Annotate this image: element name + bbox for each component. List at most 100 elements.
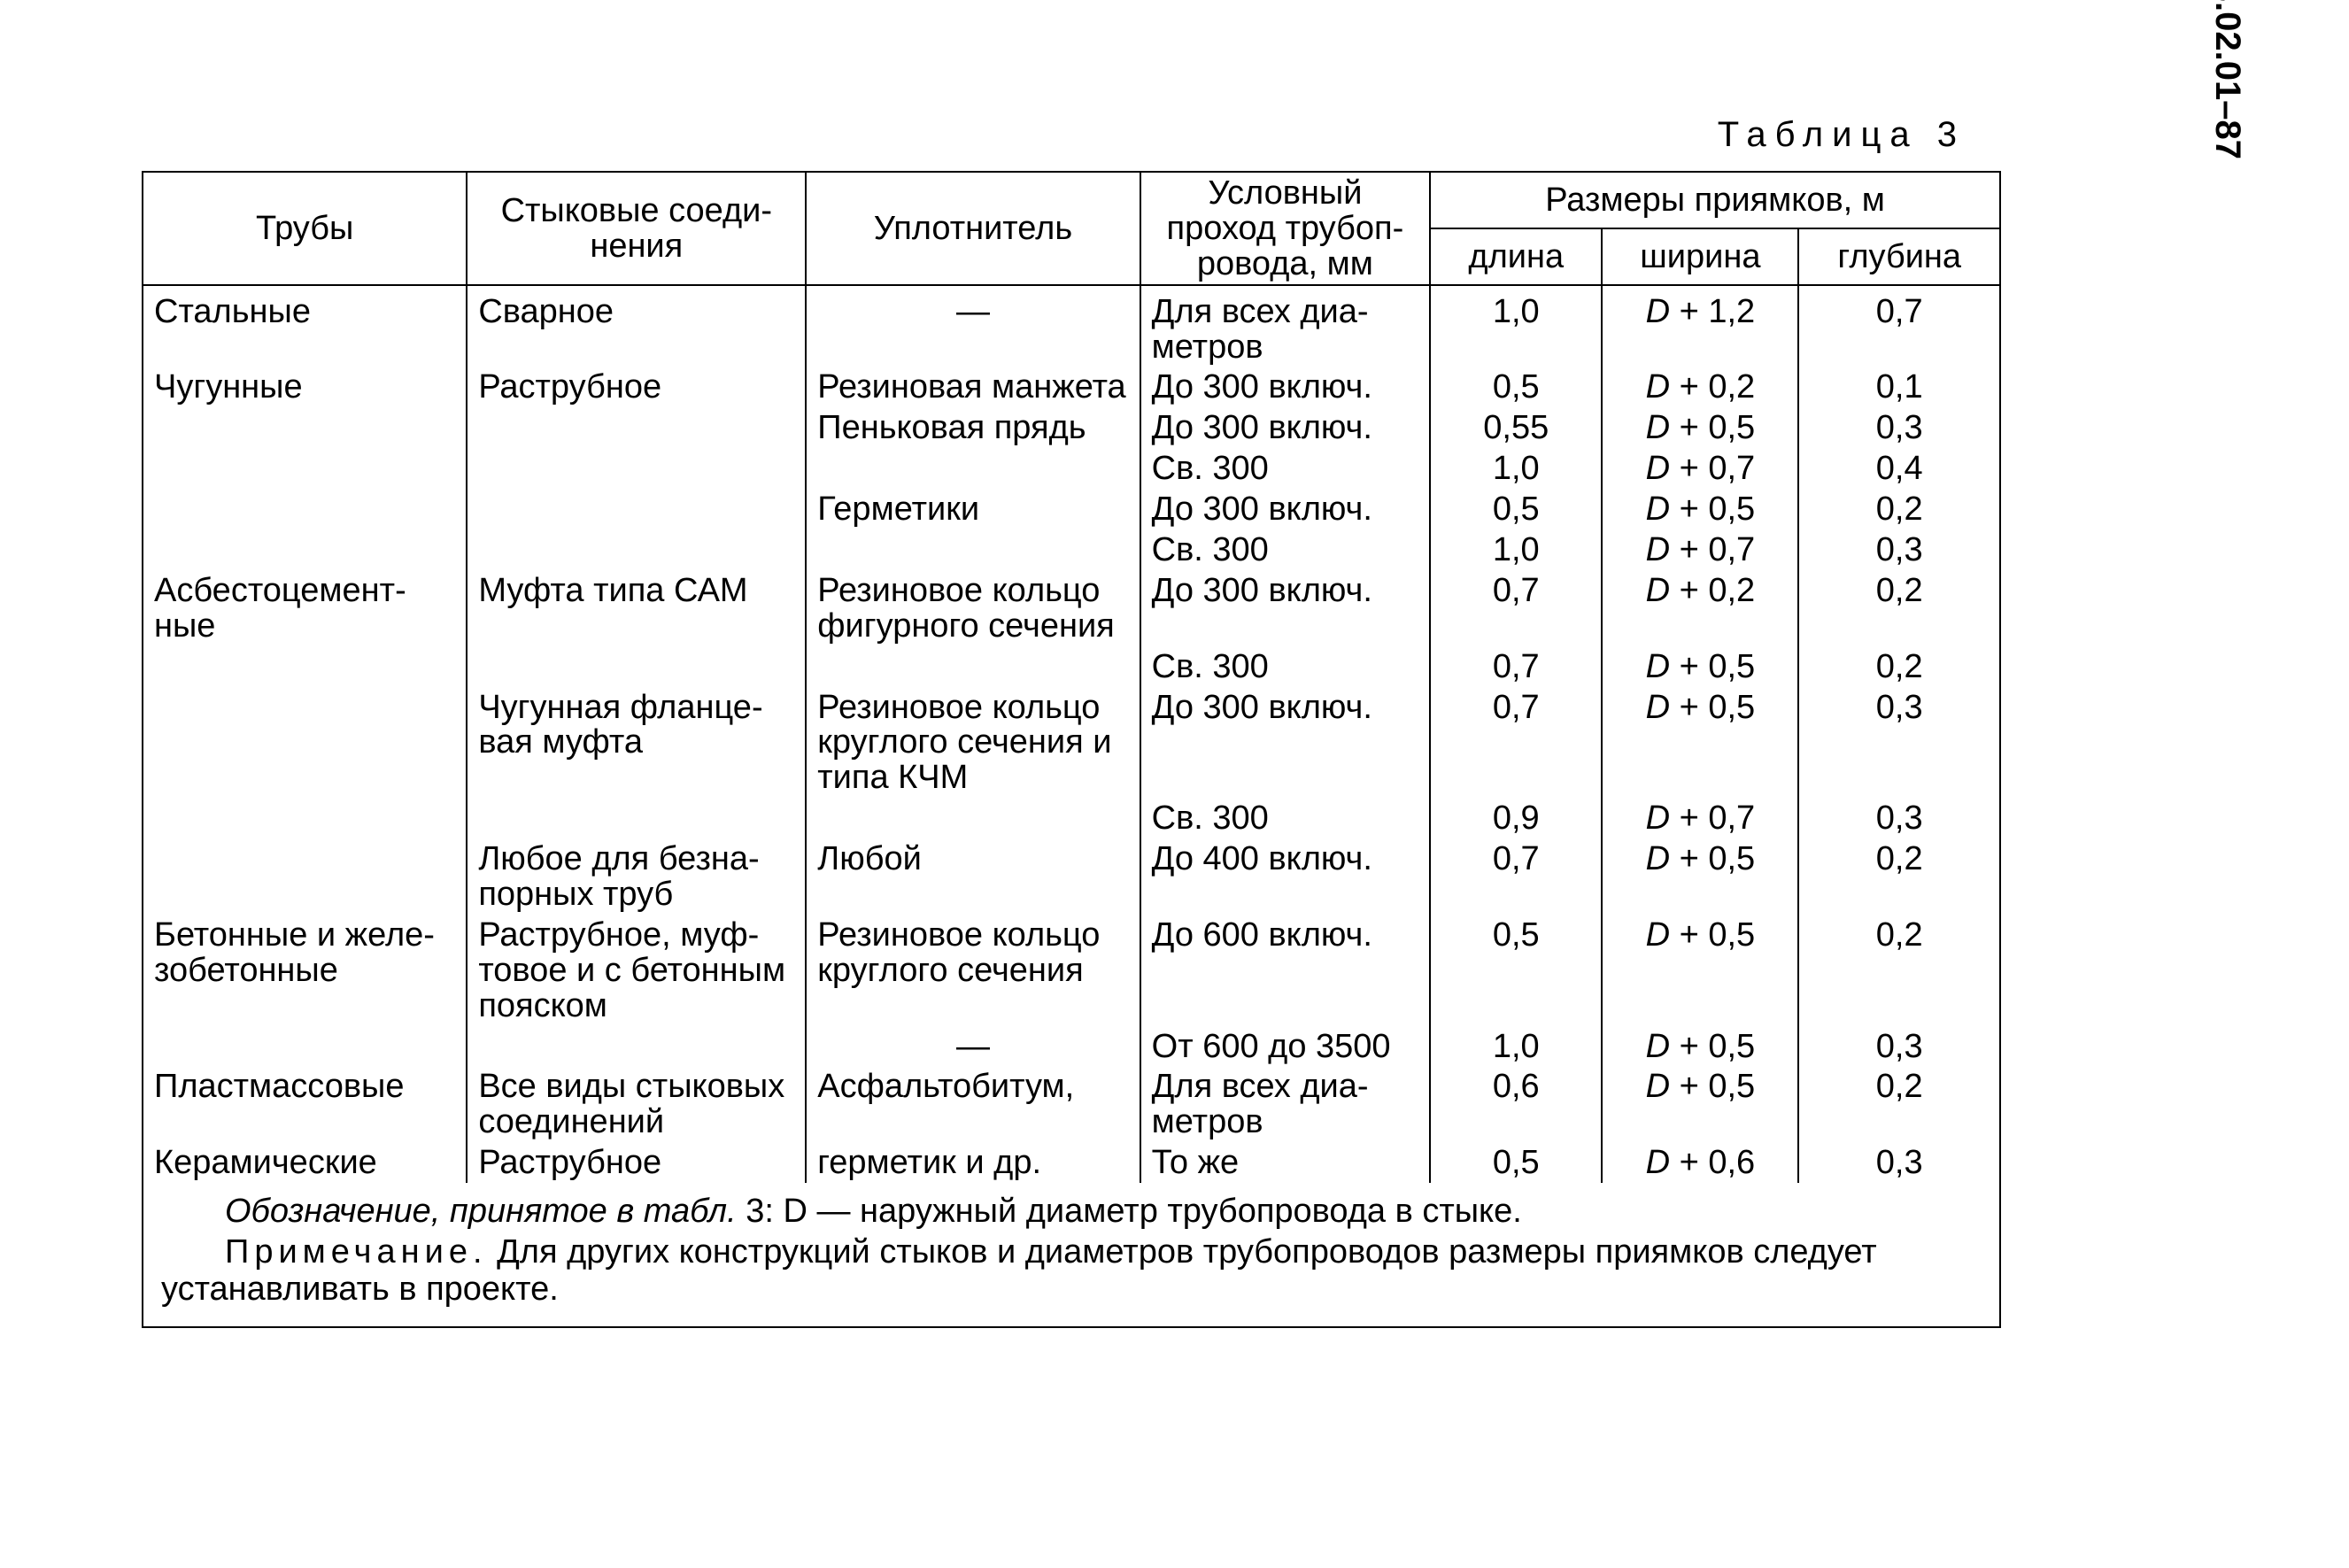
table-cell: 0,1 bbox=[1798, 367, 2000, 407]
table-row: Асбестоцемент­ныеМуфта типа САМРезиновое… bbox=[143, 570, 2000, 646]
table-cell: 0,6 bbox=[1430, 1066, 1602, 1142]
table-cell: Раструбное bbox=[467, 367, 806, 407]
table-cell bbox=[806, 448, 1140, 489]
table-cell: D + 0,2 bbox=[1602, 367, 1798, 407]
table-cell: D + 0,5 bbox=[1602, 915, 1798, 1026]
table-row: ЧугунныеРаструбноеРезиновая ман­жетаДо 3… bbox=[143, 367, 2000, 407]
table-cell: Раструбное bbox=[467, 1142, 806, 1183]
table-cell bbox=[143, 646, 467, 687]
table-cell: До 300 включ. bbox=[1140, 407, 1430, 448]
footnote-note-label: Примечание. bbox=[225, 1233, 488, 1271]
table-cell: 0,2 bbox=[1798, 915, 2000, 1026]
table-cell: 0,3 bbox=[1798, 1142, 2000, 1183]
table-cell: Чугунная фланце­вая муфта bbox=[467, 687, 806, 799]
table-cell: D + 0,5 bbox=[1602, 687, 1798, 799]
table-cell: Муфта типа САМ bbox=[467, 570, 806, 646]
table-cell: 0,2 bbox=[1798, 570, 2000, 646]
table-cell: D + 0,5 bbox=[1602, 838, 1798, 915]
col-joints: Стыковые соеди­нения bbox=[467, 172, 806, 285]
table-cell: герметик и др. bbox=[806, 1142, 1140, 1183]
table-cell: От 600 до 3500 bbox=[1140, 1026, 1430, 1067]
table-header-row-1: Трубы Стыковые соеди­нения Уплотнитель У… bbox=[143, 172, 2000, 228]
table-cell: D + 0,5 bbox=[1602, 1066, 1798, 1142]
table-cell: Св. 300 bbox=[1140, 798, 1430, 838]
table-cell: Пеньковая прядь bbox=[806, 407, 1140, 448]
table-body: СтальныеСварное—Для всех диа­метров1,0D … bbox=[143, 285, 2000, 1183]
table-cell: D + 0,2 bbox=[1602, 570, 1798, 646]
table-cell: 0,2 bbox=[1798, 1066, 2000, 1142]
table-cell: — bbox=[806, 1026, 1140, 1067]
table-cell bbox=[143, 687, 467, 799]
table-cell bbox=[143, 407, 467, 448]
table-cell: Резиновая ман­жета bbox=[806, 367, 1140, 407]
col-sealant: Уплотнитель bbox=[806, 172, 1140, 285]
footnote-designation-label: Обозначение, принятое в табл. bbox=[225, 1193, 737, 1230]
table-cell: Св. 300 bbox=[1140, 529, 1430, 570]
side-page-label: Стр. 10 СНиП 3.02.01–87 bbox=[2207, 0, 2247, 159]
table-cell: 0,5 bbox=[1430, 367, 1602, 407]
table-row: Бетонные и желе­зобетонныеРаструбное, му… bbox=[143, 915, 2000, 1026]
table-row: Любое для безна­порных трубЛюбойДо 400 в… bbox=[143, 838, 2000, 915]
table-cell: D + 0,7 bbox=[1602, 448, 1798, 489]
table-cell bbox=[806, 529, 1140, 570]
table-cell: До 300 включ. bbox=[1140, 687, 1430, 799]
table-cell: Стальные bbox=[143, 285, 467, 367]
table-cell: Для всех диа­метров bbox=[1140, 1066, 1430, 1142]
table-cell: Сварное bbox=[467, 285, 806, 367]
table-row: Св. 3001,0D + 0,70,3 bbox=[143, 529, 2000, 570]
table-cell bbox=[143, 798, 467, 838]
table-row: —От 600 до 35001,0D + 0,50,3 bbox=[143, 1026, 2000, 1067]
table-cell: То же bbox=[1140, 1142, 1430, 1183]
table-cell: Резиновое кольцо круглого сечения и типа… bbox=[806, 687, 1140, 799]
table-cell: Раструбное, муф­товое и с бетон­ным пояс… bbox=[467, 915, 806, 1026]
table-cell: D + 0,6 bbox=[1602, 1142, 1798, 1183]
table-cell: До 300 включ. bbox=[1140, 570, 1430, 646]
table-cell: 0,3 bbox=[1798, 798, 2000, 838]
table-cell: 1,0 bbox=[1430, 1026, 1602, 1067]
table-cell: Герметики bbox=[806, 489, 1140, 529]
table-cell bbox=[143, 489, 467, 529]
table-cell: 0,3 bbox=[1798, 1026, 2000, 1067]
table-cell: 0,2 bbox=[1798, 838, 2000, 915]
table-cell: Бетонные и желе­зобетонные bbox=[143, 915, 467, 1026]
page: Стр. 10 СНиП 3.02.01–87 Таблица 3 Трубы … bbox=[0, 0, 2349, 1568]
table-cell bbox=[467, 407, 806, 448]
col-pit: Размеры приямков, м bbox=[1430, 172, 2000, 228]
table-cell bbox=[143, 529, 467, 570]
table-cell: 0,7 bbox=[1798, 285, 2000, 367]
table-cell bbox=[467, 489, 806, 529]
footnote-designation-text: 3: D — наружный диаметр трубопровода в с… bbox=[737, 1193, 1522, 1230]
table-cell: Все виды стыко­вых соединений bbox=[467, 1066, 806, 1142]
table-row: Св. 3000,9D + 0,70,3 bbox=[143, 798, 2000, 838]
table-cell: 0,7 bbox=[1430, 646, 1602, 687]
table-cell: D + 0,5 bbox=[1602, 407, 1798, 448]
table-row: Чугунная фланце­вая муфтаРезиновое кольц… bbox=[143, 687, 2000, 799]
table-cell: 0,5 bbox=[1430, 489, 1602, 529]
table-cell: Любое для безна­порных труб bbox=[467, 838, 806, 915]
table-cell bbox=[467, 529, 806, 570]
table-cell: — bbox=[806, 285, 1140, 367]
col-length: длина bbox=[1430, 228, 1602, 285]
table-cell: D + 0,7 bbox=[1602, 798, 1798, 838]
footnote-designation: Обозначение, принятое в табл. 3: D — нар… bbox=[161, 1193, 1982, 1231]
table-cell: D + 0,5 bbox=[1602, 489, 1798, 529]
table-cell: 0,55 bbox=[1430, 407, 1602, 448]
table-cell: 0,2 bbox=[1798, 489, 2000, 529]
table-cell: D + 0,7 bbox=[1602, 529, 1798, 570]
data-table: Трубы Стыковые соеди­нения Уплотнитель У… bbox=[142, 171, 2001, 1183]
table-cell bbox=[467, 1026, 806, 1067]
table-cell: 1,0 bbox=[1430, 448, 1602, 489]
table-cell: 0,3 bbox=[1798, 687, 2000, 799]
table-cell: 0,5 bbox=[1430, 915, 1602, 1026]
table-cell: 0,7 bbox=[1430, 838, 1602, 915]
table-cell: Резиновое кольцо фигурного сече­ния bbox=[806, 570, 1140, 646]
table-cell bbox=[143, 448, 467, 489]
table-caption: Таблица 3 bbox=[142, 115, 2001, 155]
table-cell: 0,7 bbox=[1430, 570, 1602, 646]
table-cell: Асфальтобитум, bbox=[806, 1066, 1140, 1142]
table-cell: 0,2 bbox=[1798, 646, 2000, 687]
table-row: ГерметикиДо 300 включ.0,5D + 0,50,2 bbox=[143, 489, 2000, 529]
table-row: Св. 3001,0D + 0,70,4 bbox=[143, 448, 2000, 489]
table-cell: 1,0 bbox=[1430, 285, 1602, 367]
table-cell: 0,5 bbox=[1430, 1142, 1602, 1183]
